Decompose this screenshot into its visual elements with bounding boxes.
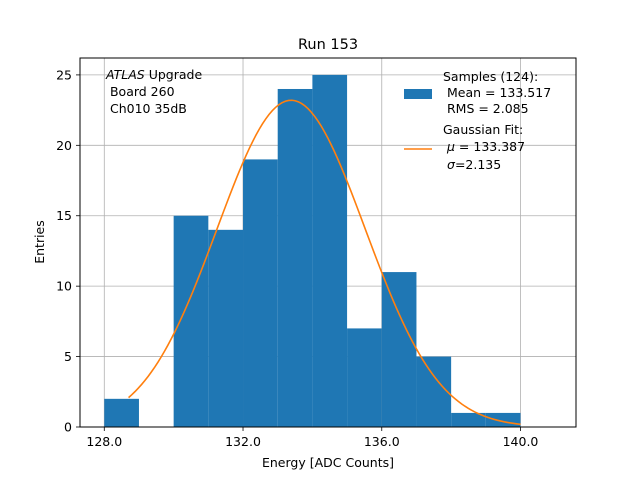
svg-text:ATLAS Upgrade: ATLAS Upgrade (105, 67, 202, 82)
gaussian-fit-curve (128, 99, 521, 426)
x-tick-label: 136.0 (364, 434, 400, 449)
plot-frame (79, 57, 577, 428)
legend-sigma-value: =2.135 (455, 157, 501, 172)
x-axis-label: Energy [ADC Counts] (262, 455, 394, 470)
legend-sigma-symbol: σ (447, 157, 456, 172)
y-tick-label: 10 (56, 279, 72, 294)
legend-fit-title: Gaussian Fit: (443, 122, 523, 137)
legend-samples-swatch (404, 89, 432, 99)
legend-samples-title: Samples (124): (443, 69, 538, 84)
histogram-bar (173, 215, 209, 427)
x-axis-ticks: 128.0 132.0 136.0 140.0 (86, 427, 538, 449)
y-axis-ticks: 0 5 10 15 20 25 (56, 67, 80, 435)
legend-mu-symbol: μ (446, 139, 455, 154)
atlas-label: ATLAS (105, 67, 145, 82)
svg-text:σ=2.135: σ=2.135 (447, 157, 501, 172)
upgrade-label: Upgrade (145, 67, 203, 82)
histogram-bar (104, 398, 139, 427)
y-tick-label: 0 (64, 420, 72, 435)
histogram-bar (243, 159, 278, 427)
board-label: Board 260 (106, 84, 175, 99)
histogram-bar (485, 412, 521, 427)
y-tick-label: 25 (56, 67, 72, 82)
x-tick-label: 128.0 (86, 434, 122, 449)
histogram-bar (347, 328, 382, 427)
x-tick-label: 140.0 (503, 434, 539, 449)
chart-title: Run 153 (298, 37, 358, 53)
atlas-annotation: ATLAS Upgrade Board 260 Ch010 35dB (105, 67, 202, 116)
y-axis-label: Entries (32, 220, 47, 264)
histogram-bar (312, 74, 348, 428)
histogram-bar (277, 88, 313, 427)
histogram-bar (208, 229, 244, 427)
svg-text:μ = 133.387: μ = 133.387 (446, 139, 525, 154)
y-tick-label: 15 (56, 208, 72, 223)
channel-label: Ch010 35dB (106, 101, 187, 116)
y-tick-label: 5 (64, 349, 72, 364)
legend-samples-rms: RMS = 2.085 (443, 101, 529, 116)
histogram-bar (416, 356, 452, 427)
histogram-bar (451, 412, 486, 427)
y-tick-label: 20 (56, 138, 72, 153)
x-tick-label: 132.0 (225, 434, 261, 449)
legend: Samples (124): Mean = 133.517 RMS = 2.08… (404, 69, 551, 172)
histogram-bar (381, 272, 417, 427)
legend-mu-value: = 133.387 (455, 139, 525, 154)
legend-samples-mean: Mean = 133.517 (443, 85, 551, 100)
